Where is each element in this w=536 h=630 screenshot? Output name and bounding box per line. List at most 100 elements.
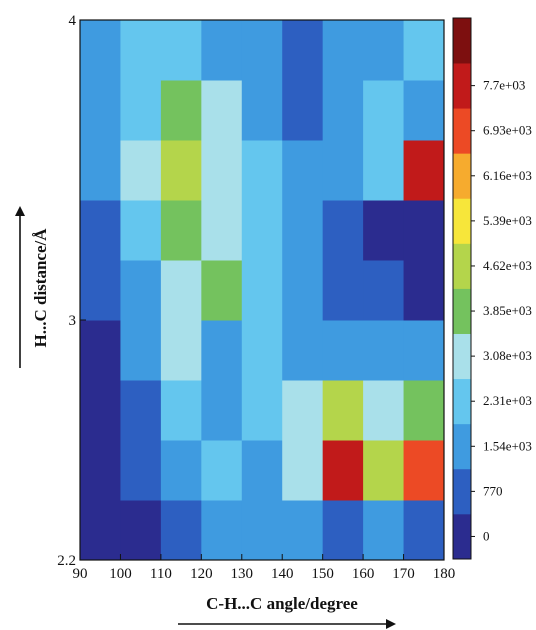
y-tick-label: 4 xyxy=(69,13,77,29)
heatmap-cell xyxy=(241,140,283,201)
heatmap-cell xyxy=(80,80,121,141)
heatmap-cell xyxy=(403,440,444,501)
heatmap-cell xyxy=(201,320,243,381)
heatmap-cell xyxy=(120,20,162,81)
heatmap-cell xyxy=(80,200,121,261)
colorbar-segment xyxy=(453,513,471,560)
heatmap-cell xyxy=(403,80,444,141)
heatmap-cell xyxy=(403,20,444,81)
heatmap-cell xyxy=(282,320,324,381)
colorbar-label: 5.39e+03 xyxy=(483,213,532,228)
colorbar-label: 7.7e+03 xyxy=(483,78,525,93)
heatmap-cell xyxy=(201,380,243,441)
colorbar-label: 3.08e+03 xyxy=(483,348,532,363)
heatmap-cell xyxy=(322,140,364,201)
colorbar-label: 2.31e+03 xyxy=(483,393,532,408)
heatmap-cell xyxy=(322,320,364,381)
x-tick-label: 170 xyxy=(392,566,415,582)
heatmap-cell xyxy=(160,200,202,261)
x-tick-label: 150 xyxy=(311,566,334,582)
heatmap-cell xyxy=(120,80,162,141)
heatmap-cell xyxy=(363,380,405,441)
y-tick-label: 2.2 xyxy=(57,553,76,569)
heatmap-cell xyxy=(241,500,283,560)
heatmap-cell xyxy=(322,500,364,560)
x-tick-label: 140 xyxy=(271,566,294,582)
plot-frame xyxy=(79,19,445,561)
colorbar-label: 6.16e+03 xyxy=(483,168,532,183)
heatmap-cell xyxy=(201,80,243,141)
plot-area xyxy=(80,20,444,560)
heatmap-cell xyxy=(160,440,202,501)
heatmap-cell xyxy=(241,380,283,441)
heatmap-cell xyxy=(363,20,405,81)
x-tick-label: 160 xyxy=(352,566,375,582)
heatmap-cell xyxy=(80,440,121,501)
colorbar-segment xyxy=(453,198,471,244)
colorbar-segment xyxy=(453,18,471,64)
heatmap-cell xyxy=(120,320,162,381)
heatmap-cell xyxy=(403,380,444,441)
heatmap-cell xyxy=(201,200,243,261)
colorbar-segment xyxy=(453,288,471,334)
heatmap-cell xyxy=(403,140,444,201)
heatmap-cell xyxy=(80,320,121,381)
heatmap-cell xyxy=(201,500,243,560)
heatmap-cell xyxy=(322,380,364,441)
heatmap-cell xyxy=(322,80,364,141)
colorbar-frame xyxy=(452,17,472,560)
y-axis: 2.2 3 4 xyxy=(57,13,86,569)
heatmap-cell xyxy=(363,260,405,321)
heatmap-cell xyxy=(201,440,243,501)
heatmap-cell xyxy=(160,500,202,560)
heatmap-cell xyxy=(403,500,444,560)
heatmap-cell xyxy=(201,20,243,81)
x-tick-label: 100 xyxy=(109,566,132,582)
heatmap-cell xyxy=(241,440,283,501)
heatmap-cell xyxy=(282,80,324,141)
heatmap-cell xyxy=(282,200,324,261)
colorbar-segment xyxy=(453,333,471,380)
heatmap-cell xyxy=(201,140,243,201)
x-tick-label: 120 xyxy=(190,566,213,582)
heatmap-cell xyxy=(120,200,162,261)
heatmap-cell xyxy=(160,20,202,81)
heatmap-cell xyxy=(322,440,364,501)
heatmap-cell xyxy=(120,260,162,321)
heatmap-cell xyxy=(120,140,162,201)
x-tick-label: 110 xyxy=(150,566,172,582)
heatmap-cell xyxy=(363,140,405,201)
heatmap-cell xyxy=(363,80,405,141)
x-tick-label: 130 xyxy=(231,566,254,582)
colorbar-segment xyxy=(453,63,471,109)
heatmap-cell xyxy=(201,260,243,321)
colorbar-segment xyxy=(453,378,471,425)
heatmap-cell xyxy=(363,200,405,261)
heatmap-cell xyxy=(80,380,121,441)
x-axis-label: C-H...C angle/degree xyxy=(206,594,358,613)
x-axis: 90 100 110 120 130 140 150 160 170 180 xyxy=(73,554,456,582)
colorbar-segment xyxy=(453,108,471,154)
colorbar-segment xyxy=(453,243,471,289)
colorbar-label: 6.93e+03 xyxy=(483,123,532,138)
heatmap-cell xyxy=(322,260,364,321)
colorbar-label: 3.85e+03 xyxy=(483,303,532,318)
colorbar-segment xyxy=(453,423,471,470)
x-tick-label: 180 xyxy=(433,566,456,582)
heatmap-cell xyxy=(403,260,444,321)
heatmap-cell xyxy=(363,500,405,560)
heatmap-cell xyxy=(241,200,283,261)
colorbar-label: 770 xyxy=(483,483,503,498)
heatmap-cell xyxy=(363,440,405,501)
x-tick-label: 90 xyxy=(73,566,88,582)
heatmap-cell xyxy=(80,140,121,201)
heatmap-cell xyxy=(282,140,324,201)
heatmap-cell xyxy=(241,20,283,81)
heatmap-cell xyxy=(282,260,324,321)
colorbar-segment xyxy=(453,153,471,199)
heatmap-cell xyxy=(322,200,364,261)
heatmap-cell xyxy=(282,380,324,441)
heatmap-cell xyxy=(120,500,162,560)
heatmap-cell xyxy=(322,20,364,81)
